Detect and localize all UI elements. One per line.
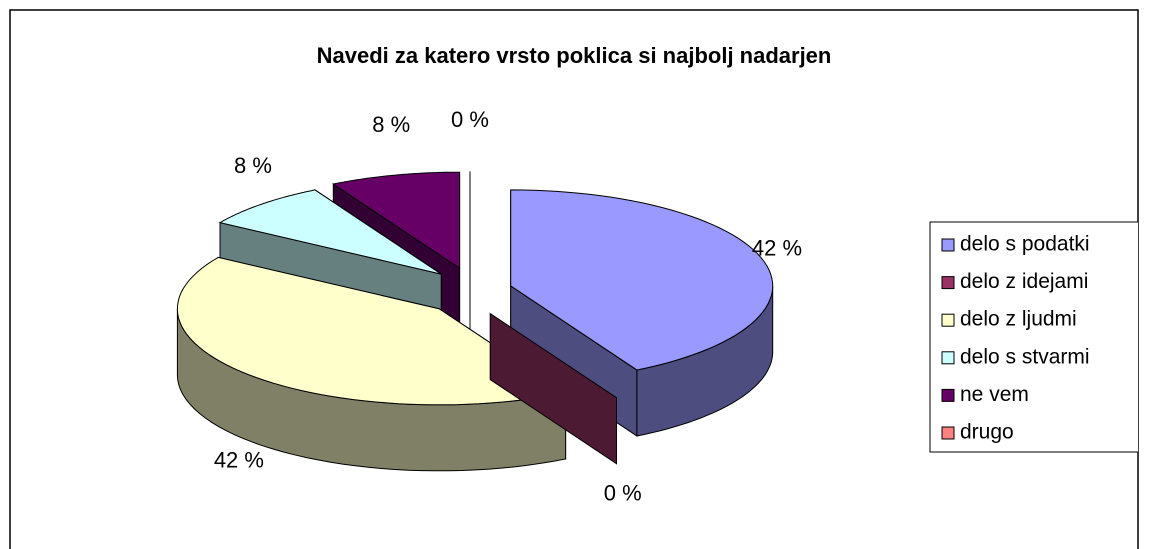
slice	[218, 189, 442, 275]
data-label: 0 %	[604, 480, 642, 505]
legend-label: delo s podatki	[960, 233, 1090, 256]
legend-label: delo z ljudmi	[960, 308, 1077, 331]
legend-swatch	[941, 238, 955, 252]
legend-swatch	[941, 426, 955, 440]
slice	[332, 171, 461, 270]
legend-swatch	[941, 388, 955, 402]
legend-label: delo z idejami	[960, 270, 1088, 293]
data-label: 0 %	[451, 107, 489, 132]
legend-label: delo s stvarmi	[960, 345, 1090, 368]
data-label: 8 %	[372, 112, 410, 137]
legend-swatch	[941, 351, 955, 365]
legend: delo s podatki delo z idejami delo z ljudm…	[929, 221, 1138, 453]
legend-swatch	[941, 313, 955, 327]
data-label: 8 %	[234, 153, 272, 178]
slice-side	[489, 312, 617, 465]
pie: 42 % 0 % 42 % 8 % 8 % 0 %	[176, 107, 802, 505]
legend-swatch	[941, 276, 955, 290]
slice	[510, 189, 774, 371]
legend-box	[929, 221, 1138, 453]
chart-title: Navedi za katero vrsto poklica si najbol…	[317, 43, 832, 68]
legend-label: drugo	[960, 421, 1014, 444]
legend-label: ne vem	[960, 383, 1029, 406]
data-label: 42 %	[752, 235, 802, 260]
data-label: 42 %	[214, 448, 264, 473]
slice	[176, 256, 567, 406]
